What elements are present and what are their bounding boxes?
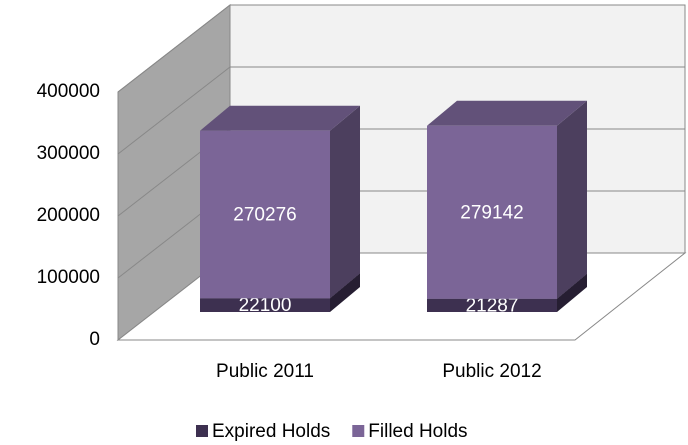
y-tick-label: 300000 <box>37 143 100 164</box>
bar <box>200 298 330 312</box>
data-label: 270276 <box>233 205 296 226</box>
bar <box>427 298 557 312</box>
legend-label: Filled Holds <box>368 421 467 442</box>
bar-side <box>557 100 587 299</box>
bar-top <box>427 100 587 126</box>
bar <box>427 125 557 299</box>
grid-line <box>117 4 231 93</box>
bar <box>200 130 330 299</box>
data-label: 21287 <box>466 295 519 316</box>
bar-side <box>330 273 360 312</box>
bar-side <box>330 105 360 299</box>
x-tick-label: Public 2012 <box>442 361 541 382</box>
legend-swatch <box>196 425 208 437</box>
data-label: 22100 <box>239 295 292 316</box>
bar-top <box>200 105 360 131</box>
y-tick-label: 200000 <box>37 205 100 226</box>
grid-line <box>117 66 231 155</box>
legend-label: Expired Holds <box>212 421 330 442</box>
x-tick-label: Public 2011 <box>216 361 314 382</box>
y-tick-label: 400000 <box>37 81 100 102</box>
bar-side <box>557 273 587 312</box>
y-tick-label: 100000 <box>37 267 100 288</box>
y-tick-label: 0 <box>89 329 100 350</box>
data-label: 279142 <box>460 202 523 223</box>
legend-swatch <box>352 425 365 437</box>
